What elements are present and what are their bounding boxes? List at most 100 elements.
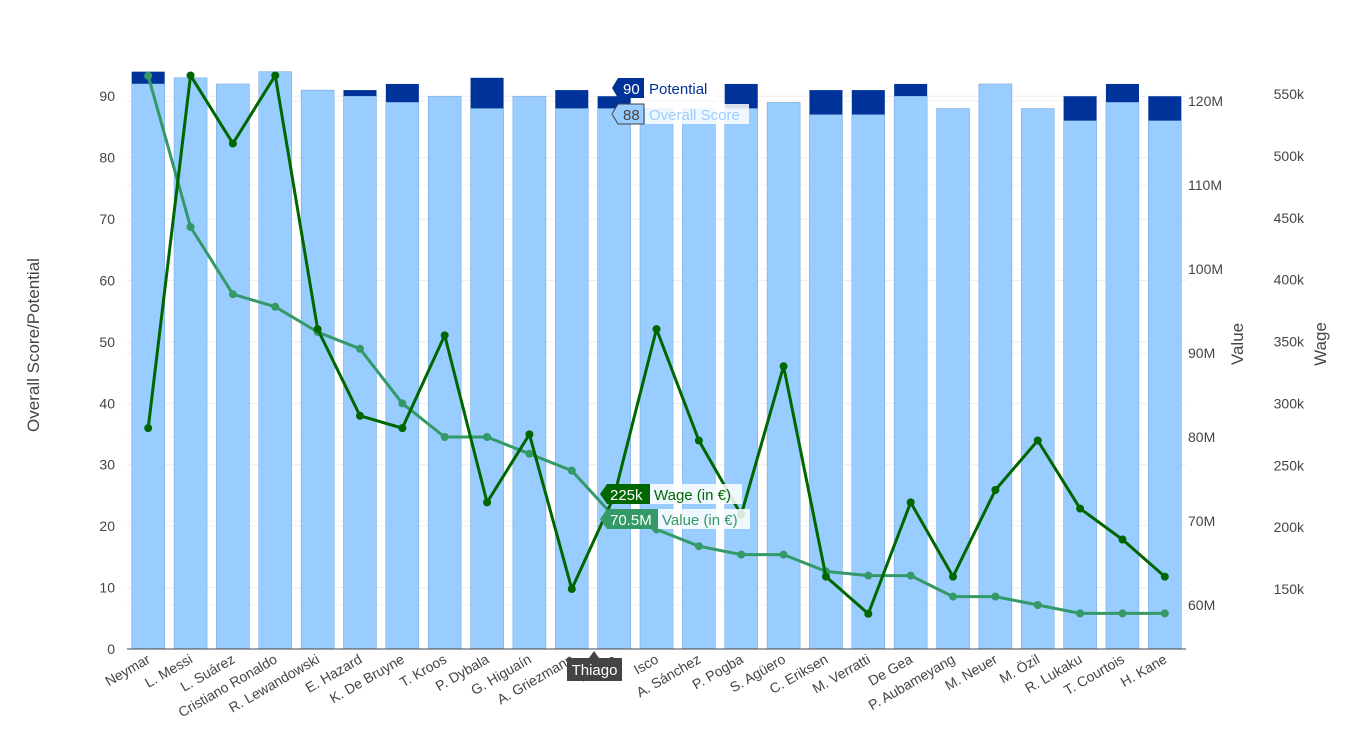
overall-score-bar bbox=[682, 108, 716, 650]
y2-tick-label: 90M bbox=[1188, 345, 1215, 361]
y-tick-label: 20 bbox=[99, 518, 115, 534]
value-point bbox=[1118, 609, 1127, 618]
y2-tick-label: 80M bbox=[1188, 429, 1215, 445]
y-tick-label: 70 bbox=[99, 211, 115, 227]
overall-score-bar bbox=[1020, 108, 1055, 650]
value-point bbox=[144, 71, 153, 80]
wage-point bbox=[483, 498, 492, 507]
value-point bbox=[483, 433, 492, 441]
overall-score-bar bbox=[893, 95, 928, 650]
y3-tick-label: 250k bbox=[1274, 457, 1305, 473]
wage-point bbox=[398, 424, 407, 433]
value-point bbox=[271, 302, 280, 311]
overall-score-bar bbox=[512, 95, 547, 650]
wage-point bbox=[144, 424, 153, 433]
wage-point bbox=[949, 572, 958, 581]
y2-tick-label: 100M bbox=[1188, 261, 1223, 277]
overall-score-bar bbox=[427, 95, 462, 650]
y-tick-label: 0 bbox=[107, 641, 115, 657]
value-point bbox=[1160, 609, 1169, 618]
wage-y-axis-ticks: 150k 200k 250k 300k 350k 400k 450k 500k 550k bbox=[1274, 86, 1305, 597]
overall-score-bar bbox=[258, 71, 293, 650]
wage-point bbox=[525, 430, 534, 439]
value-point bbox=[991, 592, 1000, 601]
hover-wage-tooltip: 225k Wage (in €) bbox=[600, 484, 742, 504]
overall-score-bar bbox=[1063, 120, 1097, 650]
value-point bbox=[440, 433, 449, 441]
value-point bbox=[567, 466, 576, 475]
hover-value-value: 70.5M bbox=[610, 512, 652, 529]
value-point bbox=[525, 449, 534, 458]
value-point bbox=[398, 399, 407, 408]
overall-score-bar bbox=[936, 108, 970, 650]
y2-tick-label: 70M bbox=[1188, 513, 1215, 529]
overall-score-bar bbox=[597, 108, 631, 650]
wage-point bbox=[1076, 504, 1085, 513]
hover-category-label: Thiago bbox=[572, 662, 618, 679]
wage-point bbox=[1118, 535, 1127, 544]
wage-point bbox=[694, 436, 703, 445]
y-axis-title: Overall Score/Potential bbox=[24, 258, 43, 432]
value-point bbox=[864, 571, 873, 580]
wage-point bbox=[1033, 436, 1042, 445]
overall-score-bar bbox=[300, 89, 335, 650]
hover-potential-label: Potential bbox=[649, 81, 707, 98]
overall-score-bar bbox=[724, 108, 758, 650]
hover-overall-label: Overall Score bbox=[649, 107, 740, 124]
value-point bbox=[949, 592, 958, 601]
value-point bbox=[694, 542, 703, 551]
y-tick-label: 40 bbox=[99, 395, 115, 411]
overall-score-bar bbox=[978, 83, 1013, 650]
overall-score-bar bbox=[385, 102, 420, 650]
wage-point bbox=[652, 325, 661, 334]
hover-potential-tooltip: 90 Potential bbox=[612, 78, 717, 98]
value-point bbox=[737, 550, 746, 559]
value-y-axis-ticks: 60M 70M 80M 90M 100M 110M 120M bbox=[1188, 93, 1223, 613]
y3-tick-label: 200k bbox=[1274, 519, 1305, 535]
wage-point bbox=[440, 331, 449, 340]
y2-tick-label: 120M bbox=[1188, 93, 1223, 109]
y-tick-label: 10 bbox=[99, 580, 115, 596]
overall-score-bars bbox=[131, 71, 1182, 650]
y-tick-label: 80 bbox=[99, 150, 115, 166]
hover-wage-value: 225k bbox=[610, 487, 643, 504]
wage-point bbox=[1160, 572, 1169, 581]
wage-line-series bbox=[144, 71, 1169, 618]
y-tick-label: 90 bbox=[99, 88, 115, 104]
overall-score-bar bbox=[1105, 102, 1140, 650]
overall-score-bar bbox=[470, 108, 504, 650]
y2-axis-title: Value bbox=[1228, 323, 1247, 365]
value-point bbox=[1033, 601, 1042, 609]
wage-point bbox=[991, 486, 1000, 494]
wage-point bbox=[779, 362, 788, 371]
overall-score-bar bbox=[1148, 120, 1182, 650]
overall-score-bar bbox=[131, 83, 165, 650]
overall-score-bar bbox=[851, 114, 886, 650]
y3-tick-label: 150k bbox=[1274, 581, 1305, 597]
wage-point bbox=[821, 572, 830, 581]
value-point bbox=[228, 290, 237, 299]
value-point bbox=[906, 571, 915, 580]
hover-overall-tooltip: 88 Overall Score bbox=[611, 103, 749, 125]
x-tick-label: H. Kane bbox=[1118, 651, 1170, 690]
hover-value-tooltip: 70.5M Value (in €) bbox=[600, 509, 750, 529]
hover-value-label: Value (in €) bbox=[662, 512, 738, 529]
overall-score-bar bbox=[216, 83, 250, 650]
hover-overall-value: 88 bbox=[623, 107, 640, 124]
wage-point bbox=[186, 71, 195, 80]
y3-tick-label: 400k bbox=[1274, 272, 1305, 288]
hover-wage-label: Wage (in €) bbox=[654, 487, 731, 504]
hover-potential-value: 90 bbox=[623, 81, 640, 98]
value-point bbox=[355, 344, 364, 353]
y3-tick-label: 350k bbox=[1274, 334, 1305, 350]
wage-point bbox=[906, 498, 915, 507]
y3-tick-label: 550k bbox=[1274, 86, 1305, 102]
overall-score-bar bbox=[809, 114, 843, 650]
value-point bbox=[186, 223, 195, 231]
overall-score-bar bbox=[343, 95, 377, 650]
wage-point bbox=[355, 411, 364, 420]
y3-tick-label: 300k bbox=[1274, 395, 1305, 411]
y2-tick-label: 110M bbox=[1188, 177, 1222, 193]
wage-point bbox=[271, 71, 280, 80]
